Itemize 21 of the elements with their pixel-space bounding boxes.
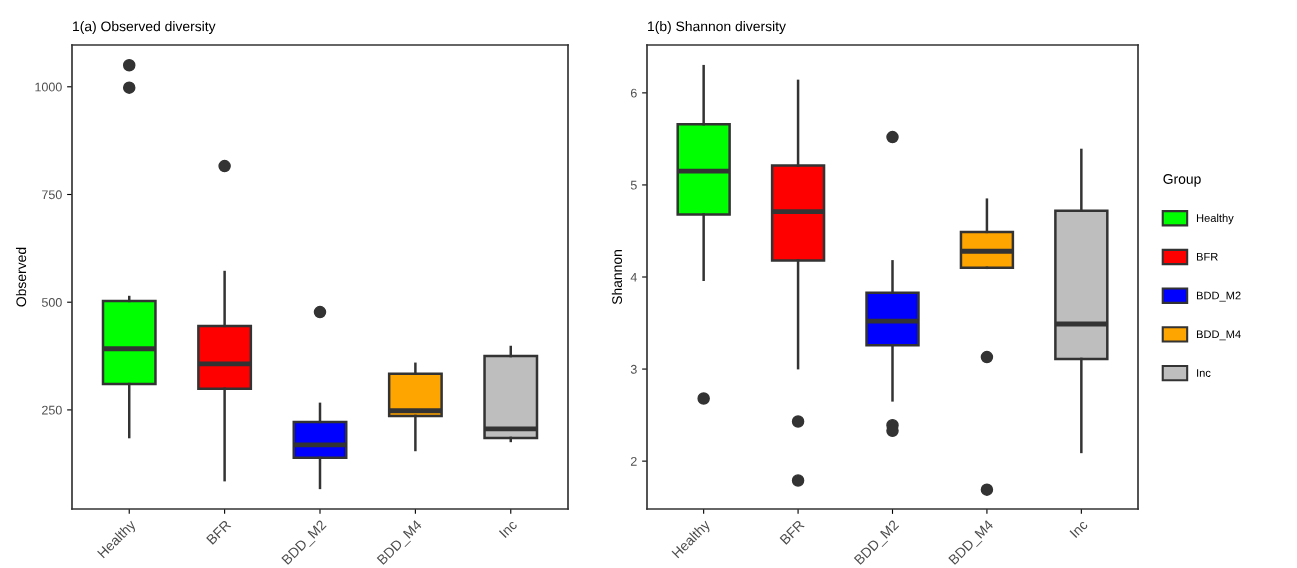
legend-label: BDD_M2 (1196, 291, 1241, 302)
y-tick-label: 4 (630, 272, 637, 282)
y-tick-label: 6 (630, 88, 637, 98)
y-tick-label: 750 (42, 190, 62, 200)
x-tick-label: Inc (498, 519, 518, 539)
legend-title: Group (1163, 174, 1201, 187)
y-tick-label: 2 (630, 456, 637, 466)
chart-title: 1(a) Observed diversity (73, 21, 216, 34)
y-tick-label: 250 (42, 405, 62, 415)
y-tick-label: 500 (41, 298, 62, 307)
chart-title: 1(b) Shannon diversity (648, 21, 786, 34)
legend-label: BDD_M4 (1196, 330, 1241, 341)
y-axis-title: Shannon (611, 250, 623, 305)
y-tick-label: 1000 (35, 82, 62, 92)
legend-label: Inc (1197, 369, 1211, 377)
x-tick-label: Inc (1069, 519, 1089, 539)
y-tick-label: 5 (630, 180, 637, 190)
y-tick-label: 3 (630, 364, 637, 374)
legend-label: Healthy (1196, 213, 1234, 225)
y-axis-title: Observed (15, 247, 27, 307)
legend-label: BFR (1196, 252, 1218, 261)
